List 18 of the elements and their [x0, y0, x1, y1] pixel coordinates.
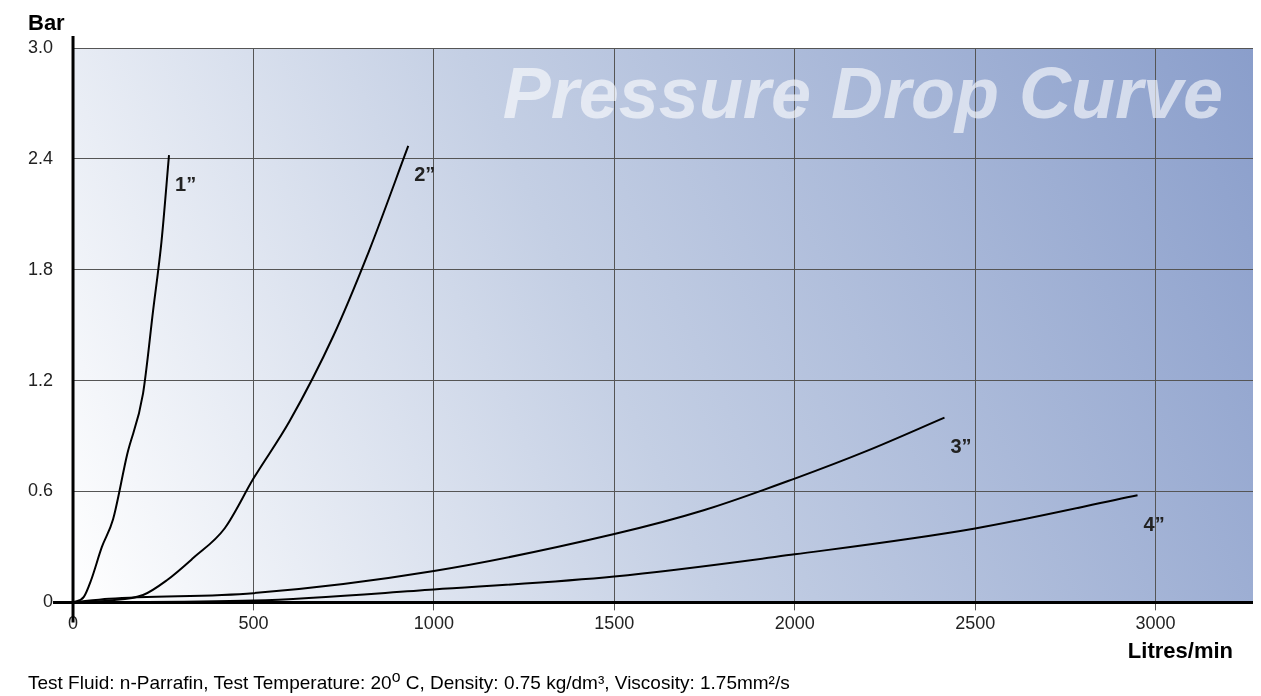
- y-tick-label: 1.8: [27, 258, 54, 279]
- series-label: 3”: [950, 435, 972, 458]
- x-axis-title: Litres/min: [1127, 638, 1233, 664]
- x-tick-label: 500: [238, 613, 269, 634]
- series-label: 1”: [175, 172, 197, 195]
- x-tick-label: 2500: [955, 613, 996, 634]
- x-tick-label: 3000: [1135, 613, 1176, 634]
- x-tick-label: 1500: [594, 613, 635, 634]
- x-tick-label: 0: [68, 613, 79, 634]
- y-axis-title: Bar: [28, 10, 65, 36]
- y-tick-label: 0.6: [27, 480, 54, 501]
- y-tick-label: 2.4: [27, 147, 54, 168]
- text: Test Fluid: n-Parrafin, Test Temperature: 20$^{o}$ C, Density: 0.75 kg/dm³, Viscosity: 1.75mm²/s: [28, 668, 790, 695]
- x-tick-label: 1000: [413, 613, 454, 634]
- y-tick-label: 1.2: [27, 369, 54, 390]
- y-tick-label: 3.0: [27, 36, 54, 57]
- y-tick-label: 0: [43, 591, 54, 612]
- x-tick-label: 2000: [774, 613, 815, 634]
